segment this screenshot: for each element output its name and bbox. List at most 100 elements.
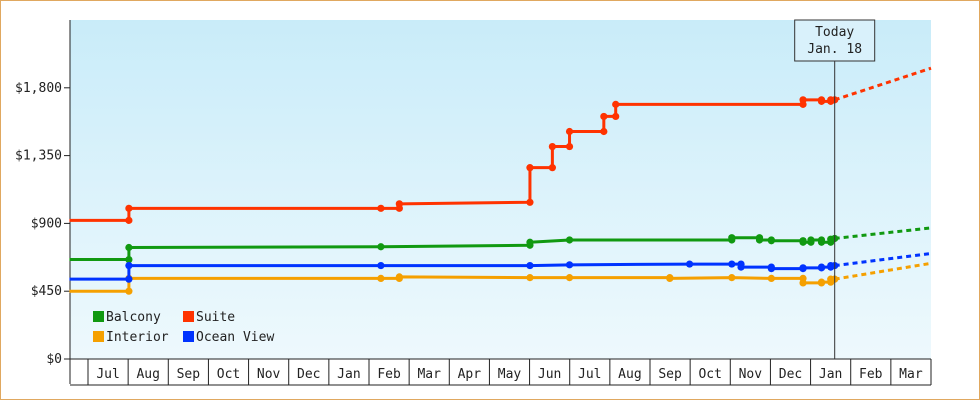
series-point xyxy=(817,278,826,286)
month-label: Mar xyxy=(899,367,923,382)
series-point xyxy=(377,243,385,251)
series-point xyxy=(395,200,403,208)
series-projection xyxy=(834,226,932,240)
series-point xyxy=(600,127,608,136)
series-interior xyxy=(69,261,932,295)
legend-label: Interior xyxy=(106,330,169,345)
month-label: Feb xyxy=(859,367,883,382)
month-label: Nov xyxy=(739,367,763,382)
series-point xyxy=(565,127,574,136)
month-label: Jan xyxy=(337,367,360,382)
series-point xyxy=(685,260,694,268)
series-point xyxy=(807,236,815,244)
series-point xyxy=(600,112,608,121)
series-point xyxy=(377,274,385,282)
y-tick-label: $0 xyxy=(46,352,62,367)
series-point xyxy=(767,237,775,245)
series-point xyxy=(548,164,556,172)
month-label: Sep xyxy=(177,367,201,382)
series-point xyxy=(728,274,736,282)
month-label: Apr xyxy=(458,367,482,382)
month-label: Sep xyxy=(658,367,682,382)
series-point xyxy=(565,236,574,244)
y-axis: $0 $450 $900 $1,350 $1,800 xyxy=(15,20,71,384)
series-point xyxy=(526,261,534,270)
series-point xyxy=(548,142,556,151)
today-box xyxy=(794,19,876,62)
series-layer xyxy=(69,66,932,295)
plot-area xyxy=(70,20,931,359)
legend-label: Suite xyxy=(196,310,235,325)
today-label: Today xyxy=(815,25,854,40)
series-point xyxy=(817,263,826,271)
x-axis: Jul Aug Sep Oct Nov Dec Jan Feb Mar Apr May Jun Jul A… xyxy=(70,358,932,386)
series-point xyxy=(565,261,574,269)
series-point xyxy=(728,260,736,268)
legend-swatch xyxy=(93,311,104,322)
series-projection xyxy=(834,261,932,281)
month-label: Aug xyxy=(136,367,159,382)
series-point xyxy=(395,273,403,281)
series-point xyxy=(125,216,133,224)
legend-swatch xyxy=(183,331,194,342)
y-tick-label: $1,350 xyxy=(15,149,62,164)
series-projection xyxy=(834,252,932,268)
series-point xyxy=(565,142,574,151)
month-label: Oct xyxy=(217,367,240,382)
series-point xyxy=(799,238,807,246)
legend-swatch xyxy=(93,331,104,342)
y-tick-label: $450 xyxy=(31,284,62,299)
month-label: Jul xyxy=(96,367,119,382)
month-label: Aug xyxy=(618,367,641,382)
today-date-label: Jan. 18 xyxy=(807,42,862,57)
series-point xyxy=(728,234,736,242)
y-tick-label: $900 xyxy=(31,216,62,231)
month-label: May xyxy=(498,367,522,382)
legend-swatch xyxy=(183,311,194,322)
month-label: Nov xyxy=(257,367,281,382)
series-point xyxy=(125,287,133,295)
series-point xyxy=(737,263,745,271)
series-point xyxy=(799,279,807,287)
y-tick-label: $1,800 xyxy=(15,81,62,96)
series-point xyxy=(526,164,534,172)
series-point xyxy=(125,261,133,270)
legend: Balcony Suite Interior Ocean View xyxy=(93,310,274,345)
series-point xyxy=(612,112,620,121)
month-label: Feb xyxy=(377,367,401,382)
month-label: Jan xyxy=(819,367,842,382)
series-point xyxy=(817,238,826,246)
month-label: Jul xyxy=(578,367,601,382)
series-point xyxy=(612,100,620,108)
series-balcony xyxy=(69,226,932,264)
series-point xyxy=(125,275,133,283)
month-label: Dec xyxy=(297,367,320,382)
series-point xyxy=(526,238,534,246)
month-label: Oct xyxy=(698,367,721,382)
month-label: Mar xyxy=(417,367,441,382)
series-point xyxy=(526,198,534,206)
series-point xyxy=(125,243,133,252)
today-marker: Today Jan. 18 xyxy=(794,19,876,359)
month-label: Jun xyxy=(538,367,561,382)
series-point xyxy=(767,265,775,273)
legend-label: Balcony xyxy=(106,310,161,325)
series-point xyxy=(565,274,574,282)
series-projection xyxy=(834,66,932,102)
series-point xyxy=(125,204,133,212)
series-point xyxy=(799,264,807,272)
series-point xyxy=(817,97,826,105)
series-point xyxy=(125,255,133,264)
series-point xyxy=(767,274,775,282)
series-point xyxy=(526,274,534,282)
series-ocean-view xyxy=(69,252,932,283)
series-point xyxy=(377,261,385,270)
series-point xyxy=(666,274,674,282)
series-point xyxy=(799,96,807,104)
series-suite xyxy=(69,66,932,224)
month-label: Dec xyxy=(779,367,802,382)
series-point xyxy=(755,236,764,244)
series-point xyxy=(377,204,385,212)
legend-label: Ocean View xyxy=(196,330,274,345)
